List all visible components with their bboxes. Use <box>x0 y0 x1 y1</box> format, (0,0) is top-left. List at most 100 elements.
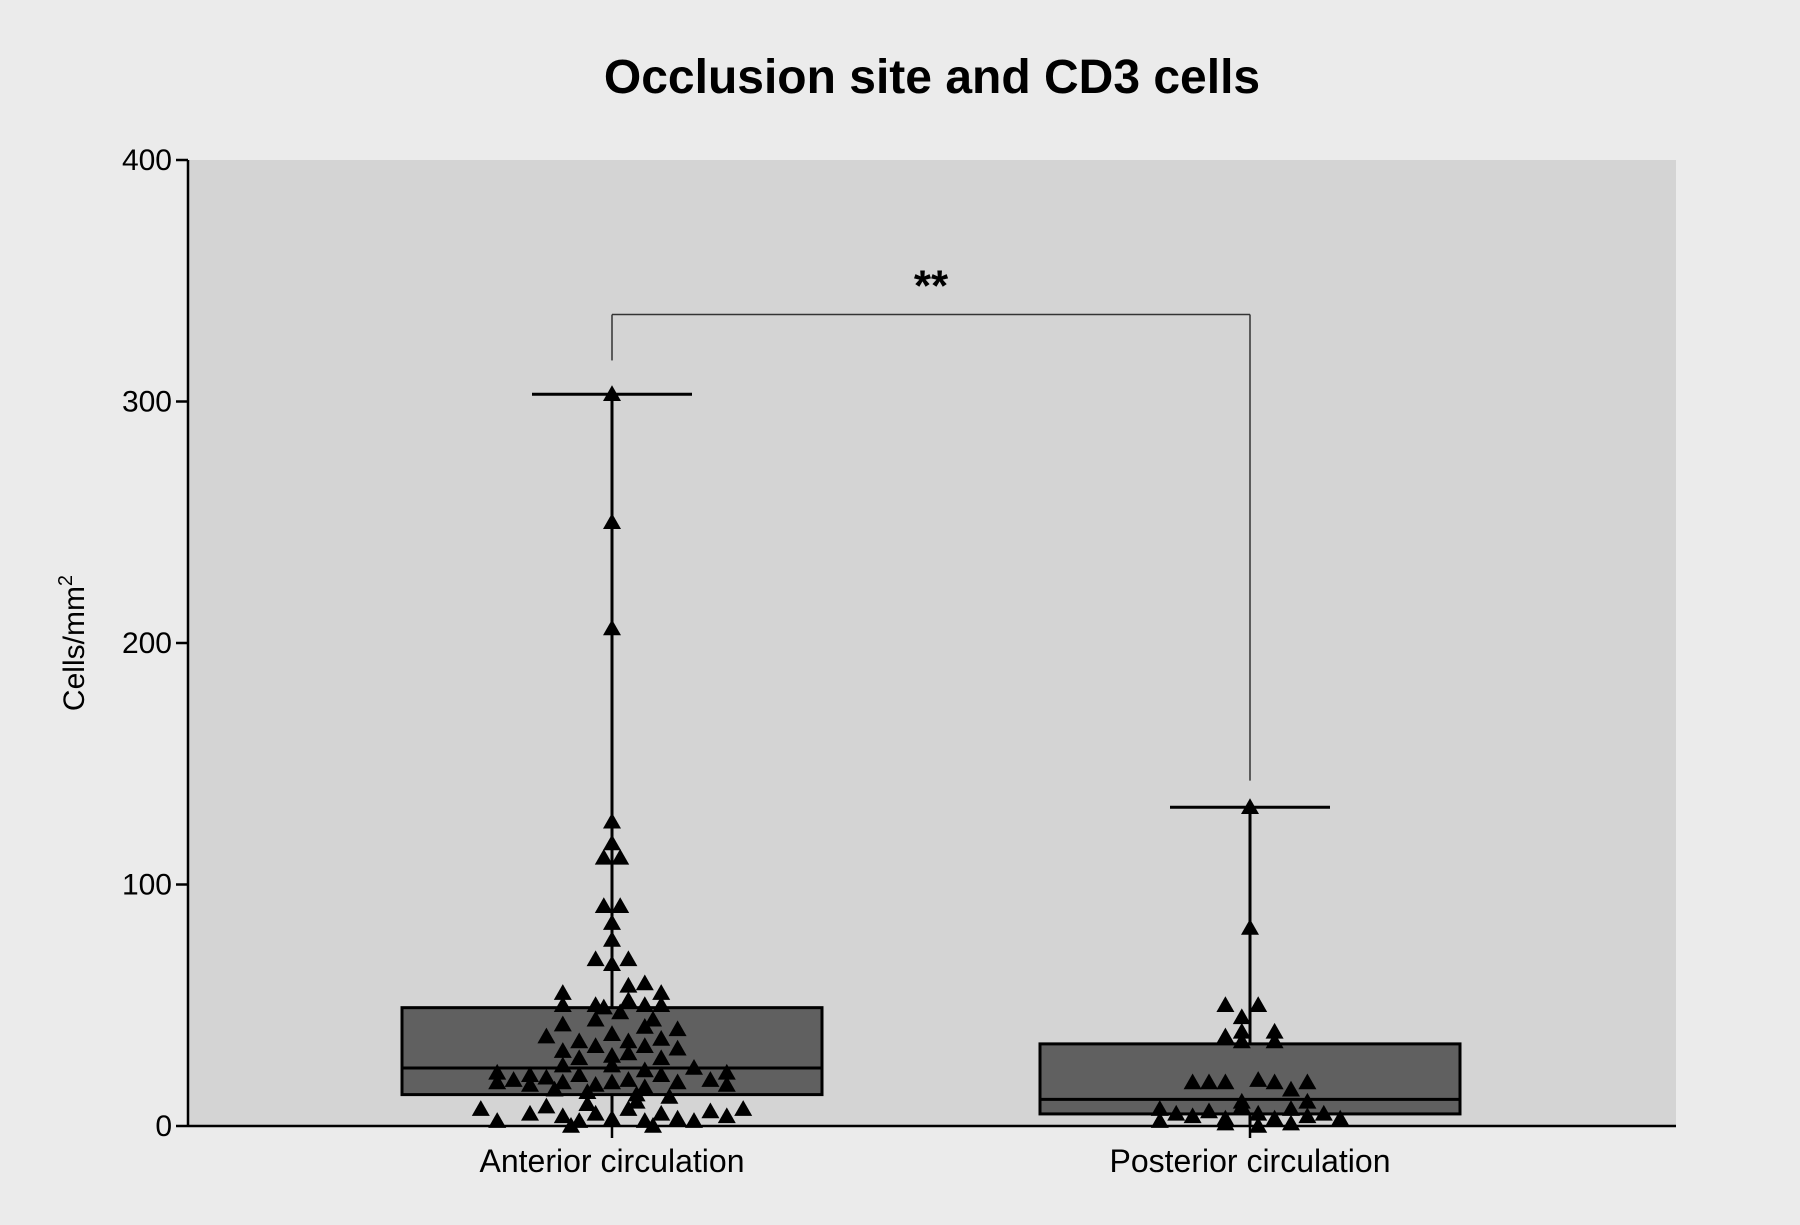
data-point-triangle <box>521 1066 539 1083</box>
data-point-triangle <box>644 1117 662 1133</box>
data-point-triangle <box>1265 1032 1284 1049</box>
data-point-triangle <box>586 1104 605 1121</box>
data-point-triangle <box>619 991 638 1008</box>
data-point-triangle <box>603 931 621 947</box>
data-point-triangle <box>1216 1027 1235 1044</box>
data-point-triangle <box>553 1056 572 1073</box>
data-point-triangle <box>611 897 630 913</box>
data-point-triangle <box>570 1049 589 1066</box>
data-point-triangle <box>635 1078 654 1095</box>
data-point-triangle <box>1282 1100 1300 1116</box>
data-point-triangle <box>1298 1107 1317 1124</box>
data-point-triangle <box>611 1003 630 1020</box>
data-point-triangle <box>685 1059 703 1075</box>
data-point-triangle <box>1167 1104 1186 1121</box>
data-point-triangle <box>652 1104 671 1121</box>
data-point-triangle <box>488 1073 507 1090</box>
data-point-triangle <box>1265 1109 1284 1126</box>
data-point-triangle <box>553 1015 572 1032</box>
data-point-triangle <box>652 996 671 1012</box>
data-point-triangle <box>521 1075 539 1092</box>
data-point-triangle <box>570 1066 589 1083</box>
data-point-triangle <box>1232 1032 1251 1049</box>
data-point-triangle <box>652 1066 671 1083</box>
data-point-triangle <box>488 1063 507 1080</box>
chart-title: Occlusion site and CD3 cells <box>604 51 1260 104</box>
data-point-triangle <box>1314 1104 1333 1121</box>
data-point-triangle <box>1150 1100 1169 1116</box>
data-point-triangle <box>1298 1073 1317 1090</box>
data-point-triangle <box>578 1095 597 1112</box>
data-point-triangle <box>553 1107 572 1124</box>
data-point-triangle <box>537 1068 556 1085</box>
data-point-triangle <box>668 1039 687 1056</box>
data-point-triangle <box>635 1061 654 1078</box>
data-point-triangle <box>603 1109 621 1126</box>
data-point-triangle <box>619 976 638 993</box>
y-tick-label: 0 <box>155 1110 172 1143</box>
data-point-triangle <box>553 996 572 1012</box>
y-tick-label: 200 <box>122 627 172 660</box>
data-point-triangle <box>603 1046 621 1063</box>
data-point-triangle <box>701 1071 720 1087</box>
y-tick-label: 300 <box>122 386 172 419</box>
data-point-triangle <box>619 1071 638 1087</box>
data-point-triangle <box>1232 1022 1251 1039</box>
data-point-triangle <box>471 1100 490 1116</box>
data-point-triangle <box>1200 1102 1218 1119</box>
y-axis-label: Cells/mm2 <box>55 575 91 711</box>
data-point-triangle <box>586 1075 605 1092</box>
data-point-triangle <box>603 619 621 636</box>
data-points <box>471 385 1350 1133</box>
data-point-triangle <box>1249 1104 1268 1121</box>
data-point-triangle <box>537 1097 556 1114</box>
data-point-triangle <box>1216 996 1235 1012</box>
data-point-triangle <box>1232 1008 1251 1025</box>
data-point-triangle <box>603 834 621 851</box>
data-point-triangle <box>1183 1073 1202 1090</box>
data-point-triangle <box>537 1027 556 1044</box>
data-point-triangle <box>685 1112 703 1128</box>
data-point-triangle <box>668 1020 687 1037</box>
data-point-triangle <box>1282 1114 1300 1131</box>
data-point-triangle <box>1232 1092 1251 1109</box>
data-point-triangle <box>603 914 621 930</box>
data-point-triangle <box>521 1104 539 1121</box>
data-point-triangle <box>578 1083 597 1099</box>
plot-area-background <box>188 160 1676 1126</box>
data-point-triangle <box>603 385 621 402</box>
data-point-triangle <box>586 996 605 1012</box>
data-point-triangle <box>619 1044 638 1061</box>
data-point-triangle <box>1183 1107 1202 1124</box>
data-point-triangle <box>635 974 654 991</box>
significance-annotation: ** <box>611 262 1251 781</box>
data-point-triangle <box>553 984 572 1000</box>
data-point-triangle <box>586 1010 605 1027</box>
data-point-triangle <box>586 950 605 967</box>
y-tick-label: 400 <box>122 144 172 177</box>
iqr-box <box>1038 1042 1462 1116</box>
data-point-triangle <box>1216 1073 1235 1090</box>
data-point-triangle <box>1241 798 1259 814</box>
data-point-triangle <box>652 1030 671 1046</box>
data-point-triangle <box>1298 1092 1317 1109</box>
data-point-triangle <box>562 1117 580 1133</box>
x-tick-label: Posterior circulation <box>1110 1143 1391 1179</box>
y-tick-label: 100 <box>122 869 172 902</box>
data-point-triangle <box>594 848 613 865</box>
data-point-triangle <box>594 897 613 913</box>
data-point-triangle <box>1150 1112 1169 1128</box>
y-axis-label-base: Cells/mm <box>58 586 91 711</box>
data-point-triangle <box>1265 1073 1284 1090</box>
data-point-triangle <box>734 1100 753 1116</box>
data-point-triangle <box>1331 1109 1350 1126</box>
data-point-triangle <box>1265 1022 1284 1039</box>
x-tick-label: Anterior circulation <box>480 1143 745 1179</box>
data-point-triangle <box>488 1112 507 1128</box>
data-point-triangle <box>570 1032 589 1049</box>
data-point-triangle <box>1249 1117 1268 1133</box>
data-point-triangle <box>1249 996 1268 1012</box>
data-point-triangle <box>603 1025 621 1041</box>
data-point-triangle <box>701 1102 720 1119</box>
